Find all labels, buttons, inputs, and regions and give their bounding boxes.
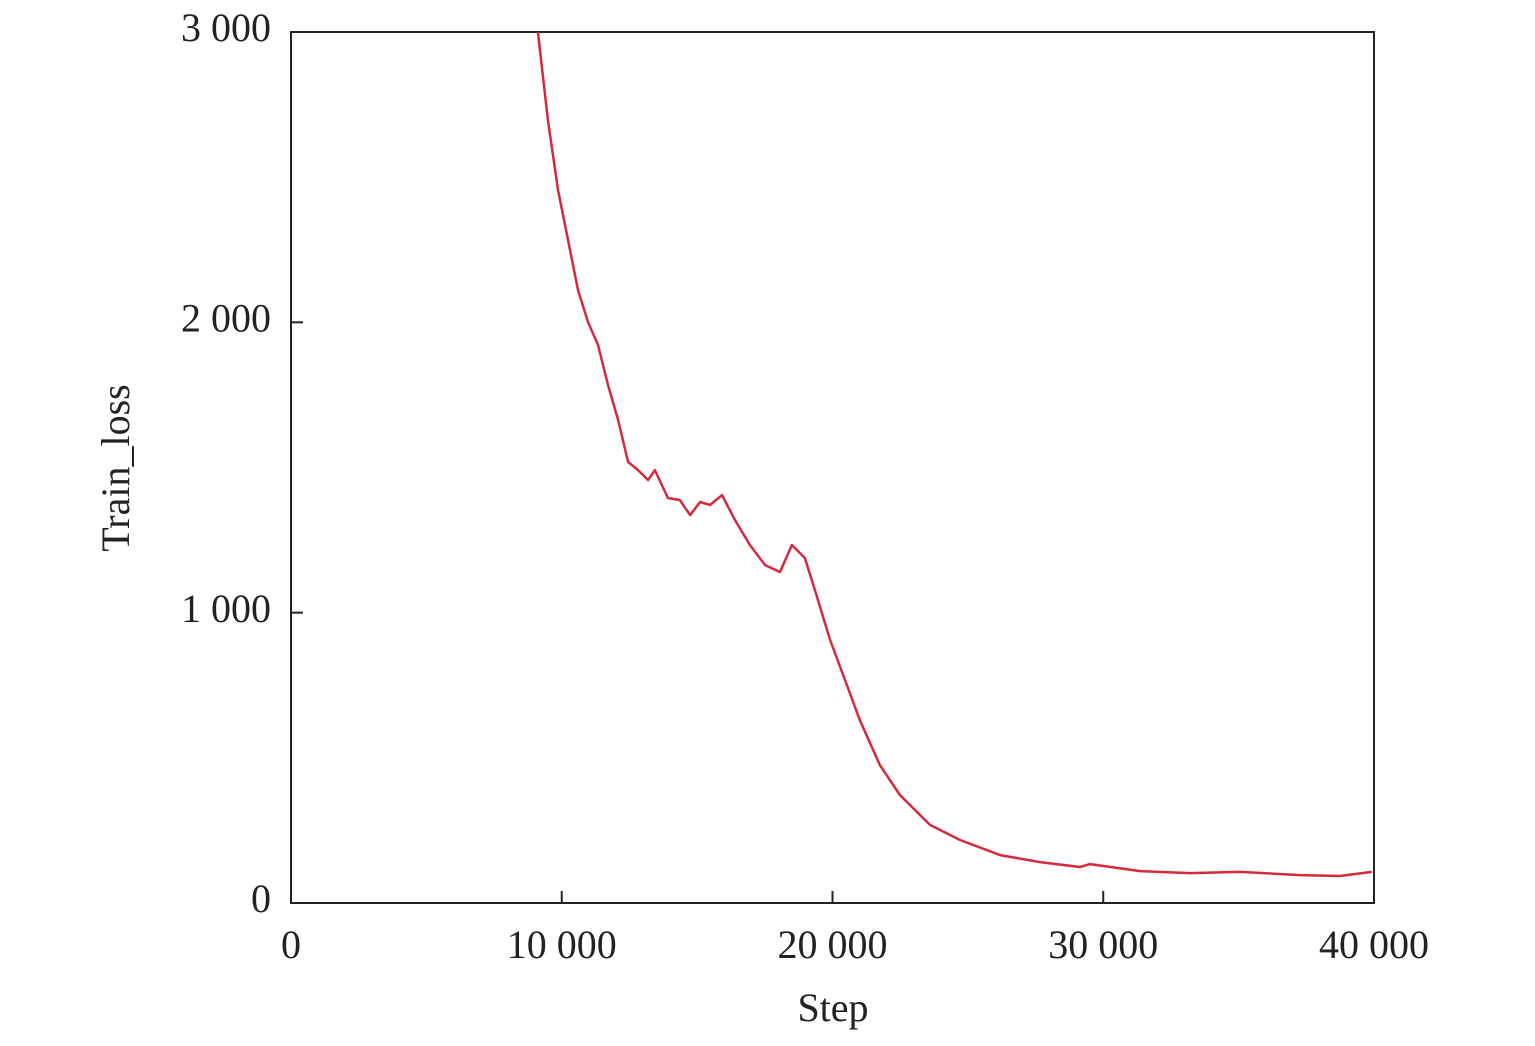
y-tick-label: 0 [251,876,271,921]
x-tick-label: 20 000 [778,922,888,967]
x-axis-label: Step [797,985,868,1030]
x-tick-label: 30 000 [1048,922,1158,967]
line-series [536,31,1372,878]
y-axis-label: Train_loss [93,384,138,551]
x-tick-label: 10 000 [507,922,617,967]
y-tick-label: 3 000 [181,5,271,50]
y-tick-label: 1 000 [181,586,271,631]
plot-frame [290,31,1375,904]
x-tick-label: 40 000 [1319,922,1429,967]
y-tick-label: 2 000 [181,296,271,341]
x-tick-label: 0 [281,922,301,967]
